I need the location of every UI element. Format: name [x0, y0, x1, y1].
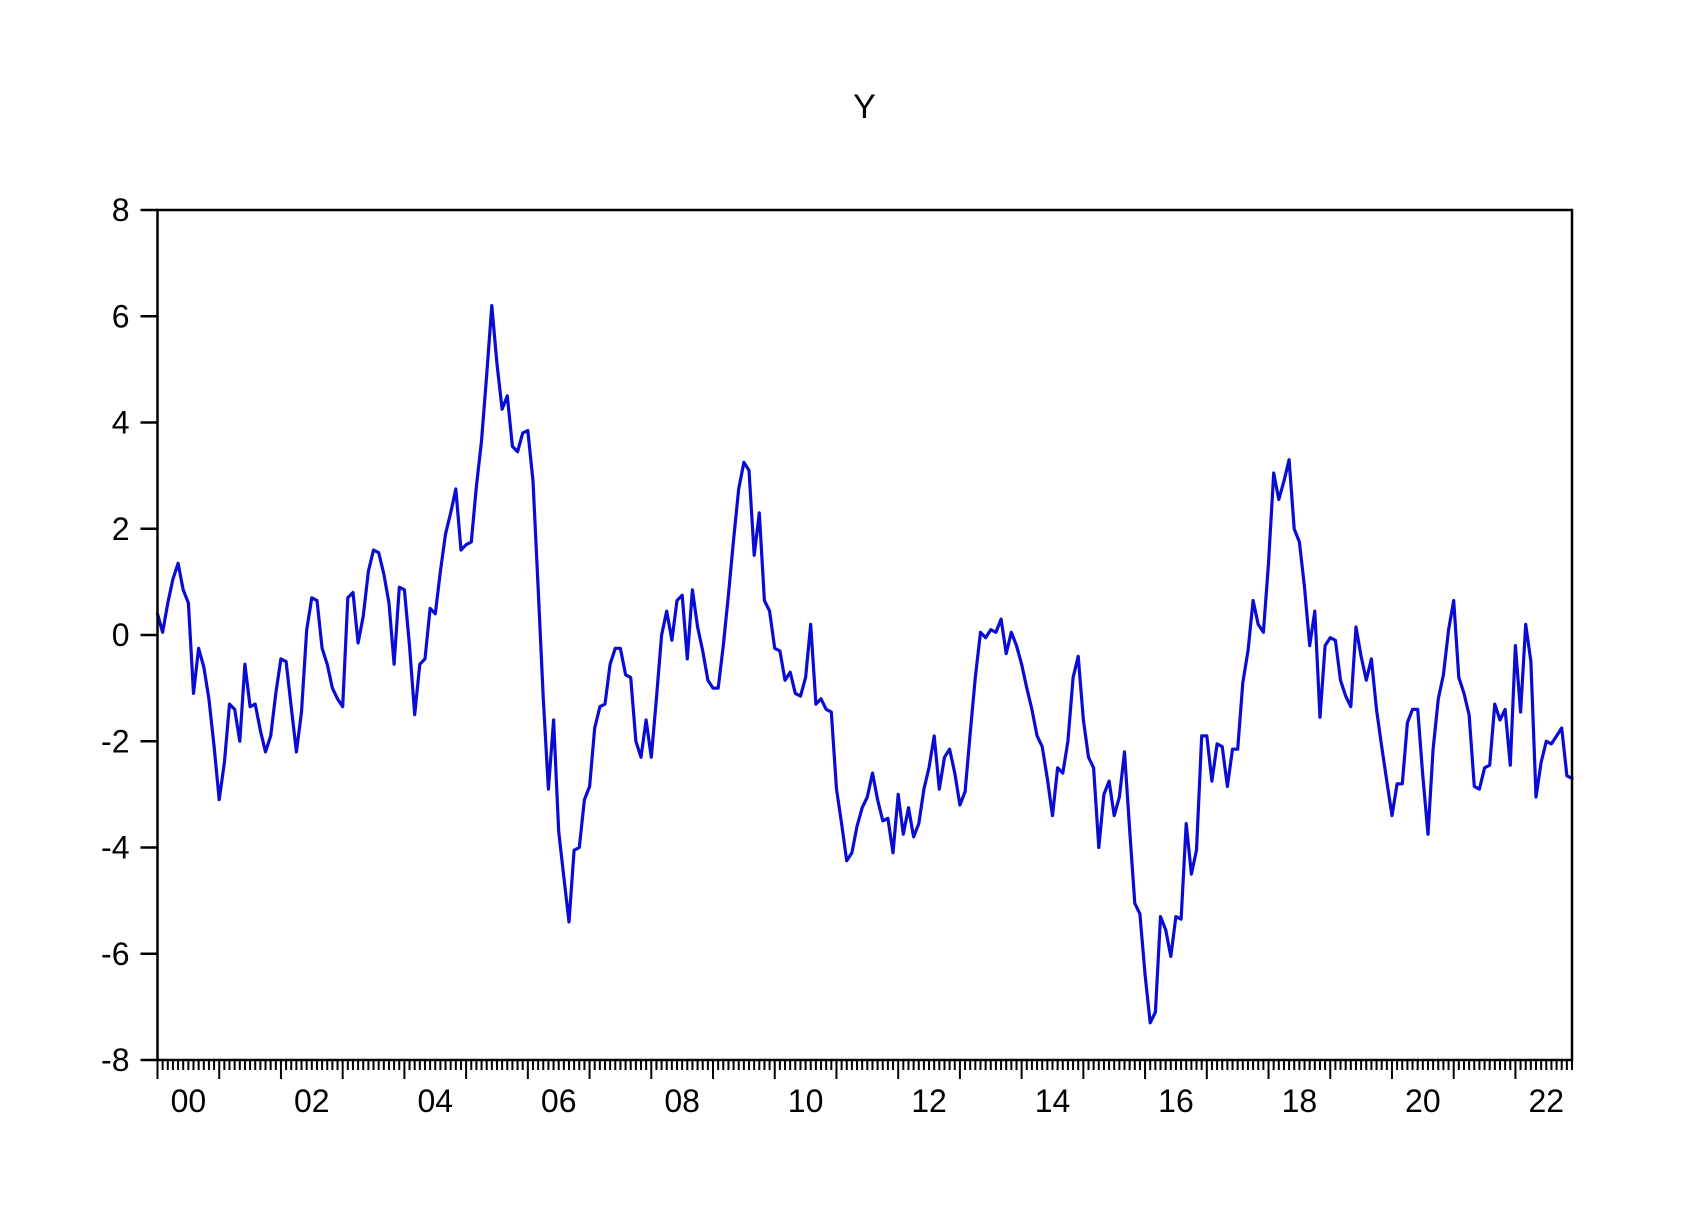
y-tick-label: 2: [112, 511, 130, 547]
x-tick-label: 06: [541, 1083, 577, 1119]
y-tick-label: 0: [112, 617, 130, 653]
x-tick-label: 08: [664, 1083, 700, 1119]
y-tick-label: -6: [101, 936, 129, 972]
x-axis: 00 02 04 06 08 10 12 14 16 18 20 22: [156, 1060, 1573, 1119]
y-tick-label: -8: [101, 1042, 129, 1078]
x-tick-label: 22: [1528, 1083, 1564, 1119]
x-tick-label: 00: [171, 1083, 207, 1119]
y-tick-label: 8: [112, 192, 130, 228]
y-axis: 8 6 4 2 0 -2 -4 -6 -8: [101, 192, 158, 1078]
chart-title: Y: [853, 88, 876, 126]
x-tick-label: 16: [1158, 1083, 1194, 1119]
y-tick-label: 4: [112, 405, 130, 441]
y-tick-label: 6: [112, 298, 130, 334]
x-tick-label: 20: [1405, 1083, 1441, 1119]
x-tick-label: 14: [1035, 1083, 1071, 1119]
x-tick-label: 10: [788, 1083, 824, 1119]
y-tick-label: -4: [101, 830, 129, 866]
x-tick-label: 12: [911, 1083, 947, 1119]
series-line-y: [155, 304, 1574, 1025]
plot-frame: [156, 208, 1574, 1062]
x-tick-label: 18: [1282, 1083, 1318, 1119]
x-tick-label: 04: [417, 1083, 453, 1119]
x-tick-label: 02: [294, 1083, 330, 1119]
y-tick-label: -2: [101, 723, 129, 759]
